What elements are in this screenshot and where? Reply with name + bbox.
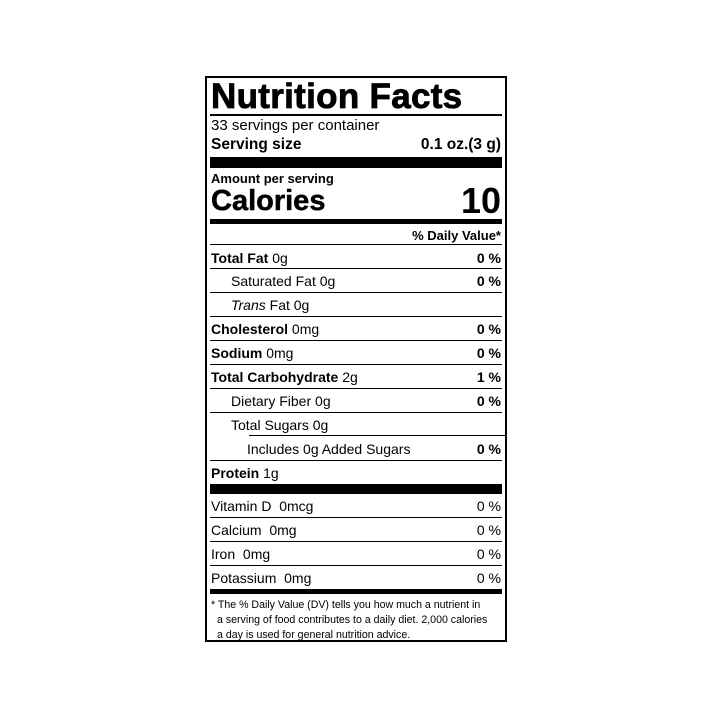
amount-per-serving: Amount per serving — [211, 170, 501, 186]
divider — [210, 364, 502, 365]
nutrient-row-total-sugars: Total Sugars 0g — [211, 413, 501, 436]
nutrient-row-sodium: Sodium 0mg 0 % — [211, 341, 501, 365]
nutrient-amount: 2g — [342, 369, 358, 385]
footnote: * The % Daily Value (DV) tells you how m… — [211, 598, 501, 643]
nutrient-row-trans-fat: Trans Fat 0g — [211, 293, 501, 317]
vitamin-amount: 0mg — [269, 521, 297, 538]
nutrient-name: Dietary Fiber — [231, 393, 312, 409]
vitamin-amount: 0mcg — [279, 497, 314, 514]
thick-divider — [210, 484, 502, 494]
amount-per-serving-text: Amount per serving — [211, 170, 334, 186]
calories-value: 10 — [460, 180, 501, 221]
nutrient-amount: 0g — [312, 416, 329, 433]
nutrient-amount: 1g — [263, 464, 279, 481]
nutrition-facts-label: Nutrition Facts 33 servings per containe… — [205, 76, 507, 642]
nutrient-name: Total Carbohydrate — [211, 369, 339, 385]
footnote-line: a serving of food contributes to a daily… — [217, 614, 488, 626]
nutrient-row-cholesterol: Cholesterol 0mg 0 % — [211, 317, 501, 341]
thick-divider — [210, 157, 502, 168]
divider — [210, 412, 502, 413]
divider — [210, 388, 502, 389]
nutrient-dv: 0 % — [476, 273, 501, 289]
nutrient-name: Total Sugars — [231, 416, 309, 433]
vitamin-row-iron: Iron 0mg 0 % — [211, 542, 501, 565]
nutrient-name: Saturated Fat — [231, 273, 316, 289]
nutrient-row-protein: Protein 1g — [211, 461, 501, 484]
vitamin-row-potassium: Potassium 0mg 0 % — [211, 566, 501, 589]
servings-per-container: 33 servings per container — [211, 116, 501, 134]
vitamin-name: Vitamin D — [211, 497, 272, 514]
nutrient-dv: 1 % — [476, 369, 501, 385]
footnote-line: a day is used for general nutrition advi… — [217, 629, 411, 641]
vitamin-amount: 0mg — [284, 569, 312, 586]
vitamin-dv: 0 % — [476, 497, 501, 514]
nutrient-row-added-sugars: Includes 0g Added Sugars 0 % — [211, 436, 501, 461]
nutrient-amount: 0mg — [291, 321, 320, 337]
vitamin-name: Iron — [211, 545, 236, 562]
medium-divider — [210, 219, 502, 224]
nutrient-row-total-fat: Total Fat 0g 0 % — [211, 246, 501, 269]
divider — [210, 340, 502, 341]
calories-label: Calories — [211, 184, 326, 217]
servings-text: 33 servings per container — [211, 116, 380, 134]
vitamin-row-vitamin-d: Vitamin D 0mcg 0 % — [211, 494, 501, 517]
nutrient-name: Sodium — [211, 345, 263, 361]
nutrient-name: Trans — [231, 297, 266, 313]
nutrient-dv: 0 % — [476, 249, 501, 266]
divider — [210, 316, 502, 317]
nutrient-row-dietary-fiber: Dietary Fiber 0g 0 % — [211, 389, 501, 413]
daily-value-header: % Daily Value* — [211, 226, 501, 244]
vitamin-name: Calcium — [211, 521, 262, 538]
nutrient-amount: 0g — [315, 393, 331, 409]
nutrient-dv: 0 % — [476, 321, 501, 337]
divider — [210, 244, 502, 245]
serving-size-row: Serving size 0.1 oz.(3 g) — [211, 135, 501, 155]
vitamin-name: Potassium — [211, 569, 277, 586]
nutrient-name-suffix: Fat — [269, 297, 290, 313]
divider — [210, 268, 502, 269]
divider — [210, 292, 502, 293]
vitamin-dv: 0 % — [476, 569, 501, 586]
divider — [210, 114, 502, 116]
nutrient-amount: 0g — [319, 273, 336, 289]
nutrient-amount: 0g — [272, 249, 288, 266]
nutrient-amount: 0mg — [266, 345, 294, 361]
calories-row: Calories 10 — [211, 180, 501, 221]
nutrient-amount: 0g — [293, 297, 310, 313]
nutrient-name: Cholesterol — [211, 321, 289, 337]
vitamin-dv: 0 % — [476, 521, 501, 538]
nutrient-row-total-carbohydrate: Total Carbohydrate 2g 1 % — [211, 365, 501, 389]
divider — [249, 435, 505, 436]
label-title: Nutrition Facts — [211, 77, 463, 116]
nutrient-name: Protein — [211, 464, 260, 481]
daily-value-header-text: % Daily Value* — [412, 227, 501, 243]
nutrient-dv: 0 % — [476, 393, 501, 409]
divider — [210, 541, 502, 542]
nutrient-dv: 0 % — [476, 345, 501, 361]
medium-divider — [210, 589, 502, 594]
divider — [210, 565, 502, 566]
vitamin-row-calcium: Calcium 0mg 0 % — [211, 518, 501, 541]
vitamin-dv: 0 % — [476, 545, 501, 562]
divider — [210, 517, 502, 518]
nutrient-name: Total Fat — [211, 249, 269, 266]
divider — [210, 460, 502, 461]
nutrient-name: Includes 0g Added Sugars — [247, 440, 411, 457]
footnote-line: * The % Daily Value (DV) tells you how m… — [211, 599, 481, 611]
nutrient-row-saturated-fat: Saturated Fat 0g 0 % — [211, 269, 501, 293]
serving-size-value: 0.1 oz.(3 g) — [420, 136, 501, 153]
serving-size-label: Serving size — [211, 136, 302, 153]
nutrient-dv: 0 % — [476, 440, 501, 457]
vitamin-amount: 0mg — [242, 545, 271, 562]
